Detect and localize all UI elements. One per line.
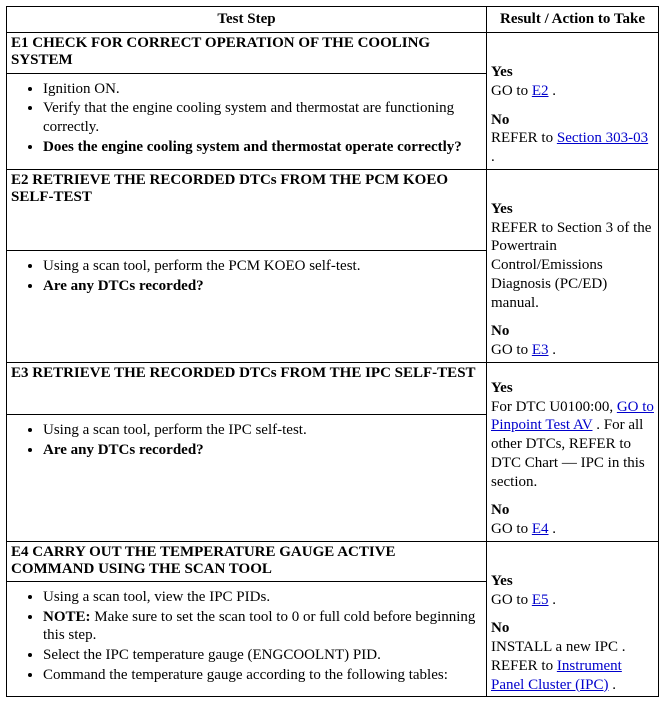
e1-result: Yes GO to E2 . No REFER to Section 303-0…	[491, 35, 654, 167]
e3-no-label: No	[491, 501, 654, 520]
e4-step-1: Using a scan tool, view the IPC PIDs.	[43, 588, 482, 607]
e4-yes-label: Yes	[491, 572, 654, 591]
e4-steps: Using a scan tool, view the IPC PIDs. NO…	[7, 581, 487, 696]
e2-yes-label: Yes	[491, 200, 654, 219]
e2-title: E2 RETRIEVE THE RECORDED DTCs FROM THE P…	[7, 169, 487, 250]
e1-title: E1 CHECK FOR CORRECT OPERATION OF THE CO…	[7, 33, 487, 74]
e2-no-action: GO to E3 .	[491, 341, 654, 360]
e1-steps: Ignition ON. Verify that the engine cool…	[7, 73, 487, 169]
e2-result: Yes REFER to Section 3 of the Powertrain…	[491, 172, 654, 360]
e1-step-3: Does the engine cooling system and therm…	[43, 138, 482, 157]
e1-yes-label: Yes	[491, 63, 654, 82]
e2-step-2: Are any DTCs recorded?	[43, 277, 482, 296]
header-result: Result / Action to Take	[487, 7, 659, 33]
e3-yes-action: For DTC U0100:00, GO to Pinpoint Test AV…	[491, 398, 654, 492]
e4-title: E4 CARRY OUT THE TEMPERATURE GAUGE ACTIV…	[7, 541, 487, 581]
e3-step-2: Are any DTCs recorded?	[43, 441, 482, 460]
e3-yes-label: Yes	[491, 379, 654, 398]
e4-no-label: No	[491, 619, 654, 638]
link-e5[interactable]: E5	[532, 592, 549, 608]
e4-step-3: Select the IPC temperature gauge (ENGCOO…	[43, 646, 482, 665]
e1-no-action: REFER to Section 303-03 .	[491, 129, 654, 167]
e1-no-label: No	[491, 111, 654, 130]
link-e2[interactable]: E2	[532, 83, 549, 99]
e2-step-1: Using a scan tool, perform the PCM KOEO …	[43, 257, 482, 276]
e3-result: Yes For DTC U0100:00, GO to Pinpoint Tes…	[491, 365, 654, 539]
e4-yes-action: GO to E5 .	[491, 591, 654, 610]
e4-result: Yes GO to E5 . No INSTALL a new IPC . RE…	[491, 544, 654, 695]
e4-no-action: INSTALL a new IPC . REFER to Instrument …	[491, 638, 654, 694]
e3-steps: Using a scan tool, perform the IPC self-…	[7, 414, 487, 541]
e3-step-1: Using a scan tool, perform the IPC self-…	[43, 421, 482, 440]
e2-yes-action: REFER to Section 3 of the Powertrain Con…	[491, 219, 654, 313]
e2-steps: Using a scan tool, perform the PCM KOEO …	[7, 251, 487, 363]
link-e4[interactable]: E4	[532, 521, 549, 537]
header-test-step: Test Step	[7, 7, 487, 33]
e3-no-action: GO to E4 .	[491, 520, 654, 539]
e4-step-2: NOTE: Make sure to set the scan tool to …	[43, 608, 482, 646]
e4-step-4: Command the temperature gauge according …	[43, 666, 482, 685]
e1-step-1: Ignition ON.	[43, 80, 482, 99]
e2-no-label: No	[491, 322, 654, 341]
link-e3[interactable]: E3	[532, 342, 549, 358]
diagnostic-table: Test Step Result / Action to Take E1 CHE…	[6, 6, 659, 697]
e1-yes-action: GO to E2 .	[491, 82, 654, 101]
link-section-303-03[interactable]: Section 303-03	[557, 130, 648, 146]
e1-step-2: Verify that the engine cooling system an…	[43, 99, 482, 137]
e3-title: E3 RETRIEVE THE RECORDED DTCs FROM THE I…	[7, 362, 487, 414]
